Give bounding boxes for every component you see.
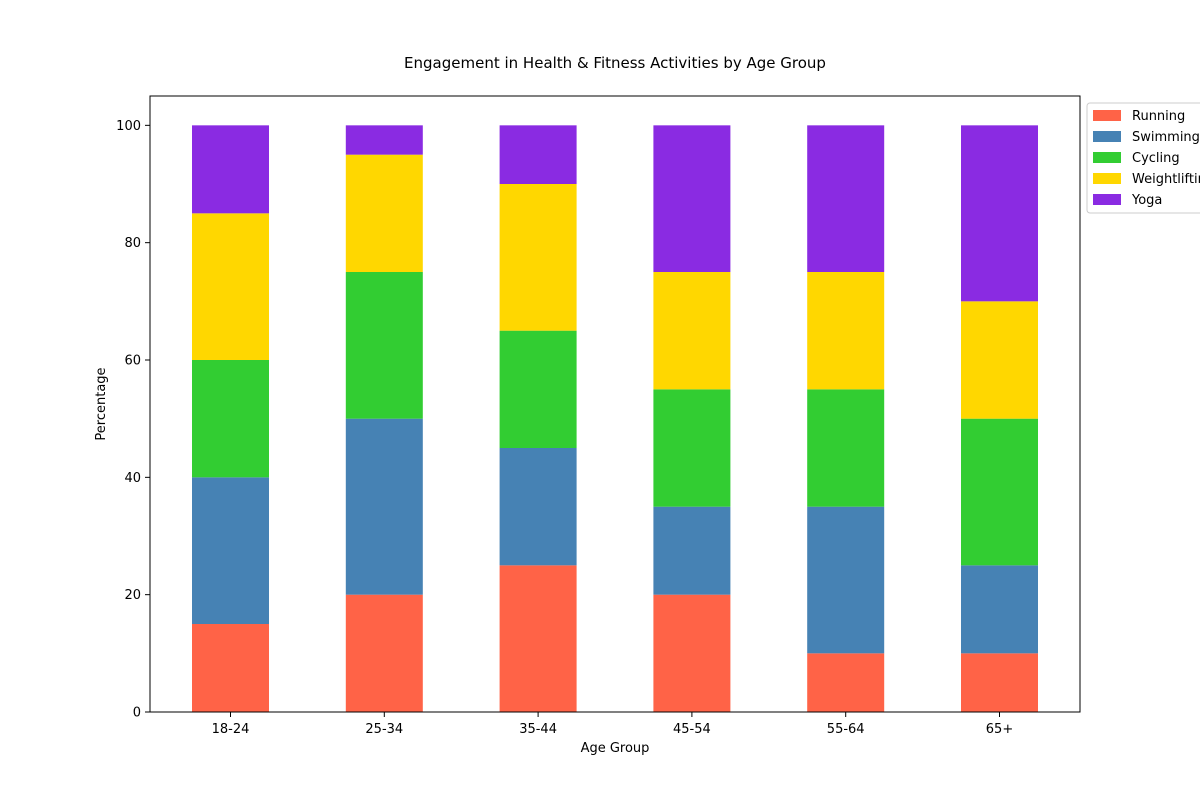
y-axis-label: Percentage	[94, 367, 109, 440]
x-tick-label: 35-44	[519, 722, 557, 737]
bars-group	[192, 125, 1038, 712]
legend-label-yoga: Yoga	[1131, 193, 1162, 208]
bar-running-45-54	[653, 594, 731, 712]
bar-swimming-35-44	[499, 448, 577, 566]
bar-running-35-44	[499, 565, 577, 712]
legend-label-swimming: Swimming	[1132, 130, 1200, 145]
y-tick-label: 40	[124, 471, 141, 486]
x-tick-label: 18-24	[212, 722, 250, 737]
legend-label-weightlifting: Weightlifting	[1132, 172, 1200, 187]
y-tick-label: 80	[124, 236, 141, 251]
x-tick-label: 25-34	[365, 722, 403, 737]
bar-cycling-25-34	[345, 272, 423, 419]
bar-weightlifting-18-24	[192, 213, 269, 360]
chart-title: Engagement in Health & Fitness Activitie…	[404, 54, 826, 72]
plot-frame	[149, 95, 1081, 713]
bar-yoga-45-54	[653, 125, 731, 272]
x-axis-label: Age Group	[581, 741, 650, 756]
legend-swatch-swimming	[1093, 131, 1121, 142]
bar-running-25-34	[345, 594, 423, 712]
bar-yoga-18-24	[192, 125, 269, 214]
bar-swimming-55-64	[807, 506, 885, 654]
y-tick-label: 100	[116, 119, 141, 134]
legend-box	[1086, 102, 1200, 214]
bar-running-55-64	[807, 653, 885, 712]
legend-swatch-weightlifting	[1093, 173, 1121, 184]
legend-swatch-cycling	[1093, 152, 1121, 163]
bar-cycling-45-54	[653, 389, 731, 507]
bar-swimming-18-24	[192, 477, 269, 624]
bar-weightlifting-45-54	[653, 272, 731, 390]
legend-swatch-running	[1093, 110, 1121, 121]
bar-cycling-55-64	[807, 389, 885, 507]
bar-yoga-25-34	[345, 125, 423, 155]
bar-weightlifting-35-44	[499, 184, 577, 331]
bar-running-65+	[961, 653, 1038, 712]
bar-yoga-35-44	[499, 125, 577, 184]
legend-swatch-yoga	[1093, 194, 1121, 205]
bar-cycling-65+	[961, 418, 1038, 566]
x-tick-label: 45-54	[673, 722, 711, 737]
legend: Running Swimming Cycling Weightlifting Yoga	[1086, 102, 1200, 214]
bar-weightlifting-55-64	[807, 272, 885, 390]
bar-weightlifting-25-34	[345, 154, 423, 272]
bar-cycling-18-24	[192, 360, 269, 478]
bar-swimming-65+	[961, 565, 1038, 654]
bar-swimming-45-54	[653, 506, 731, 595]
bar-weightlifting-65+	[961, 301, 1038, 419]
bar-yoga-55-64	[807, 125, 885, 272]
y-tick-label: 60	[124, 354, 141, 369]
bar-cycling-35-44	[499, 330, 577, 448]
x-axis-ticks: 18-24 25-34 35-44 45-54 55-64 65+	[212, 712, 1013, 737]
y-axis-ticks: 0 20 40 60 80 100	[116, 119, 150, 721]
bar-yoga-65+	[961, 125, 1038, 302]
legend-label-cycling: Cycling	[1132, 151, 1180, 166]
x-tick-label: 65+	[986, 722, 1013, 737]
bar-running-18-24	[192, 624, 269, 712]
y-tick-label: 0	[133, 706, 141, 721]
x-tick-label: 55-64	[827, 722, 865, 737]
bar-swimming-25-34	[345, 418, 423, 595]
legend-label-running: Running	[1132, 109, 1185, 124]
y-tick-label: 20	[124, 588, 141, 603]
